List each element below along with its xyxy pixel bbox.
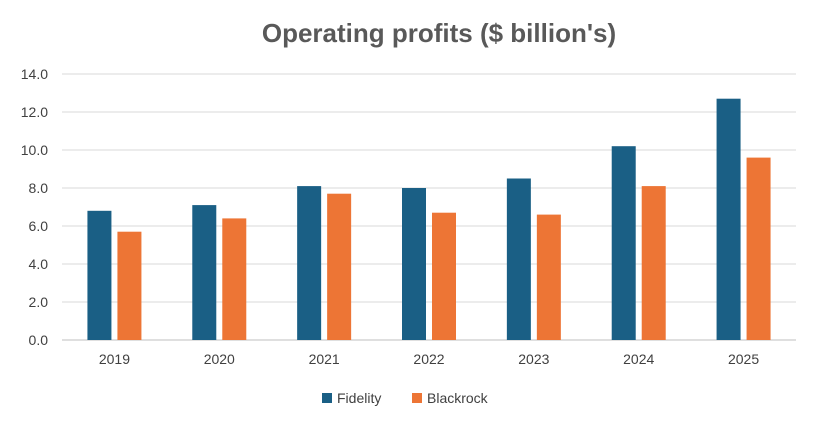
legend-label-blackrock: Blackrock xyxy=(427,390,489,406)
y-tick-label: 8.0 xyxy=(29,180,49,196)
x-tick-label: 2019 xyxy=(99,351,130,367)
gridlines xyxy=(62,73,796,341)
bar-blackrock-2019 xyxy=(117,231,142,340)
bar-blackrock-2024 xyxy=(641,186,666,340)
bar-fidelity-2023 xyxy=(506,178,531,340)
legend-swatch-fidelity xyxy=(322,393,332,403)
chart-title: Operating profits ($ billion's) xyxy=(262,18,616,48)
bar-blackrock-2022 xyxy=(432,212,456,340)
y-tick-label: 0.0 xyxy=(29,332,49,348)
bar-fidelity-2019 xyxy=(87,210,112,340)
y-tick-label: 12.0 xyxy=(21,104,48,120)
y-tick-label: 6.0 xyxy=(29,218,49,234)
bar-fidelity-2025 xyxy=(716,98,741,340)
y-axis-ticks: 0.0 2.0 4.0 6.0 8.0 10.0 12.0 14.0 xyxy=(21,66,48,348)
y-tick-label: 14.0 xyxy=(21,66,48,82)
bar-fidelity-2021 xyxy=(297,186,322,340)
x-tick-label: 2025 xyxy=(728,351,759,367)
bar-blackrock-2020 xyxy=(222,218,247,340)
legend: Fidelity Blackrock xyxy=(322,390,489,406)
y-tick-label: 2.0 xyxy=(29,294,49,310)
x-tick-label: 2021 xyxy=(309,351,340,367)
x-axis-ticks: 2019 2020 2021 2022 2023 2024 2025 xyxy=(99,351,760,367)
bar-blackrock-2021 xyxy=(327,193,352,340)
legend-label-fidelity: Fidelity xyxy=(337,390,381,406)
legend-swatch-blackrock xyxy=(412,393,422,403)
x-tick-label: 2020 xyxy=(204,351,235,367)
bar-blackrock-2023 xyxy=(536,214,561,340)
x-tick-label: 2023 xyxy=(518,351,549,367)
y-tick-label: 10.0 xyxy=(21,142,48,158)
x-tick-label: 2022 xyxy=(413,351,444,367)
bar-fidelity-2024 xyxy=(611,146,636,340)
y-tick-label: 4.0 xyxy=(29,256,49,272)
bars xyxy=(87,98,771,340)
bar-fidelity-2020 xyxy=(192,205,217,340)
bar-fidelity-2022 xyxy=(402,188,426,340)
bar-blackrock-2025 xyxy=(746,157,771,340)
x-tick-label: 2024 xyxy=(623,351,654,367)
